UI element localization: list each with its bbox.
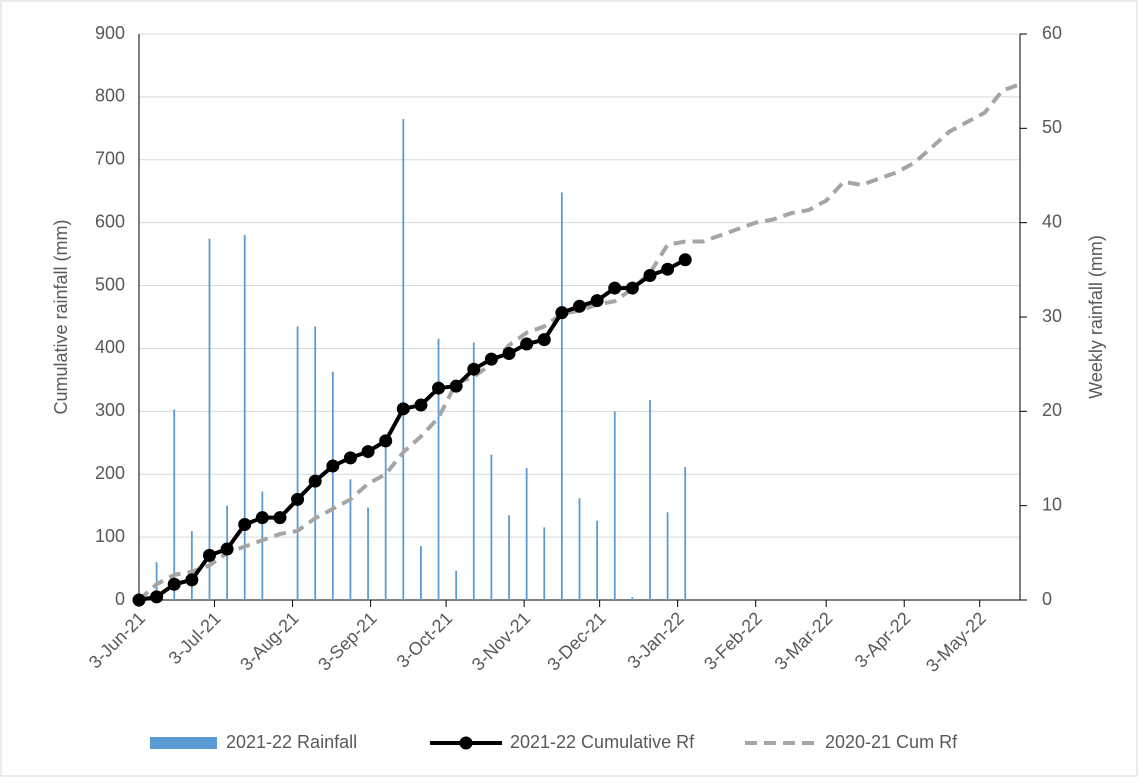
marker <box>414 398 428 412</box>
marker <box>432 381 446 395</box>
marker <box>484 352 498 366</box>
y2-tick-label: 40 <box>1042 211 1062 231</box>
marker <box>537 333 551 347</box>
legend-marker <box>459 736 473 750</box>
y-tick-label: 600 <box>95 211 125 231</box>
bar <box>578 498 581 600</box>
bar <box>508 515 510 600</box>
bar <box>314 326 317 600</box>
bar <box>367 507 369 600</box>
legend-label: 2021-22 Rainfall <box>226 732 357 752</box>
marker <box>396 402 410 416</box>
marker <box>573 299 586 313</box>
y-tick-label: 300 <box>95 400 125 420</box>
marker <box>678 253 692 267</box>
marker <box>202 548 216 562</box>
marker <box>167 577 181 591</box>
y-tick-label: 500 <box>95 274 125 294</box>
y-tick-label: 100 <box>95 526 125 546</box>
marker <box>555 306 569 320</box>
y-tick-label: 700 <box>95 149 125 169</box>
marker <box>308 474 322 488</box>
marker <box>150 590 164 604</box>
bar <box>420 546 422 600</box>
y-axis-title: Cumulative rainfall (mm) <box>51 219 71 414</box>
marker <box>326 459 340 473</box>
bar <box>490 454 493 600</box>
marker <box>343 451 357 465</box>
y2-tick-label: 20 <box>1042 400 1062 420</box>
y-tick-label: 900 <box>95 23 125 43</box>
bar <box>261 491 264 600</box>
marker <box>238 518 252 532</box>
legend-label: 2021-22 Cumulative Rf <box>510 732 695 752</box>
bar <box>613 411 616 600</box>
bar <box>596 520 599 600</box>
bar <box>208 238 211 600</box>
y-tick-label: 200 <box>95 463 125 483</box>
bar <box>437 338 440 600</box>
bar <box>155 562 158 600</box>
y-tick-label: 400 <box>95 337 125 357</box>
bar <box>684 466 687 600</box>
bar <box>525 467 528 600</box>
marker <box>590 294 604 308</box>
marker <box>608 281 622 295</box>
bar <box>243 234 246 600</box>
marker <box>185 573 199 587</box>
marker <box>255 511 269 525</box>
bar <box>455 570 458 600</box>
legend-label: 2020-21 Cum Rf <box>825 732 958 752</box>
marker <box>661 262 675 276</box>
marker <box>291 492 305 506</box>
y2-tick-label: 30 <box>1042 306 1062 326</box>
bar <box>666 512 669 600</box>
marker <box>502 346 516 360</box>
legend-swatch <box>150 737 217 749</box>
bar <box>472 342 475 600</box>
y2-tick-label: 50 <box>1042 117 1062 137</box>
bar <box>543 527 546 600</box>
bar <box>331 371 334 600</box>
bar <box>173 409 176 600</box>
marker <box>467 362 481 376</box>
bar <box>296 326 299 600</box>
bar <box>649 400 651 600</box>
bar <box>560 192 563 601</box>
y2-tick-label: 60 <box>1042 23 1062 43</box>
marker <box>520 337 534 351</box>
bar <box>631 597 634 600</box>
y2-axis-title: Weekly rainfall (mm) <box>1086 235 1106 399</box>
bar <box>190 531 193 600</box>
marker <box>132 593 146 607</box>
bar <box>349 479 352 600</box>
y-tick-label: 800 <box>95 86 125 106</box>
y-tick-label: 0 <box>115 589 125 609</box>
marker <box>220 542 234 556</box>
marker <box>273 511 287 525</box>
marker <box>643 268 657 282</box>
bar <box>402 118 405 601</box>
marker <box>625 281 639 295</box>
y2-tick-label: 0 <box>1042 589 1052 609</box>
marker <box>361 445 375 459</box>
marker <box>449 379 463 393</box>
y2-tick-label: 10 <box>1042 494 1062 514</box>
bar <box>384 439 387 600</box>
marker <box>379 434 393 448</box>
